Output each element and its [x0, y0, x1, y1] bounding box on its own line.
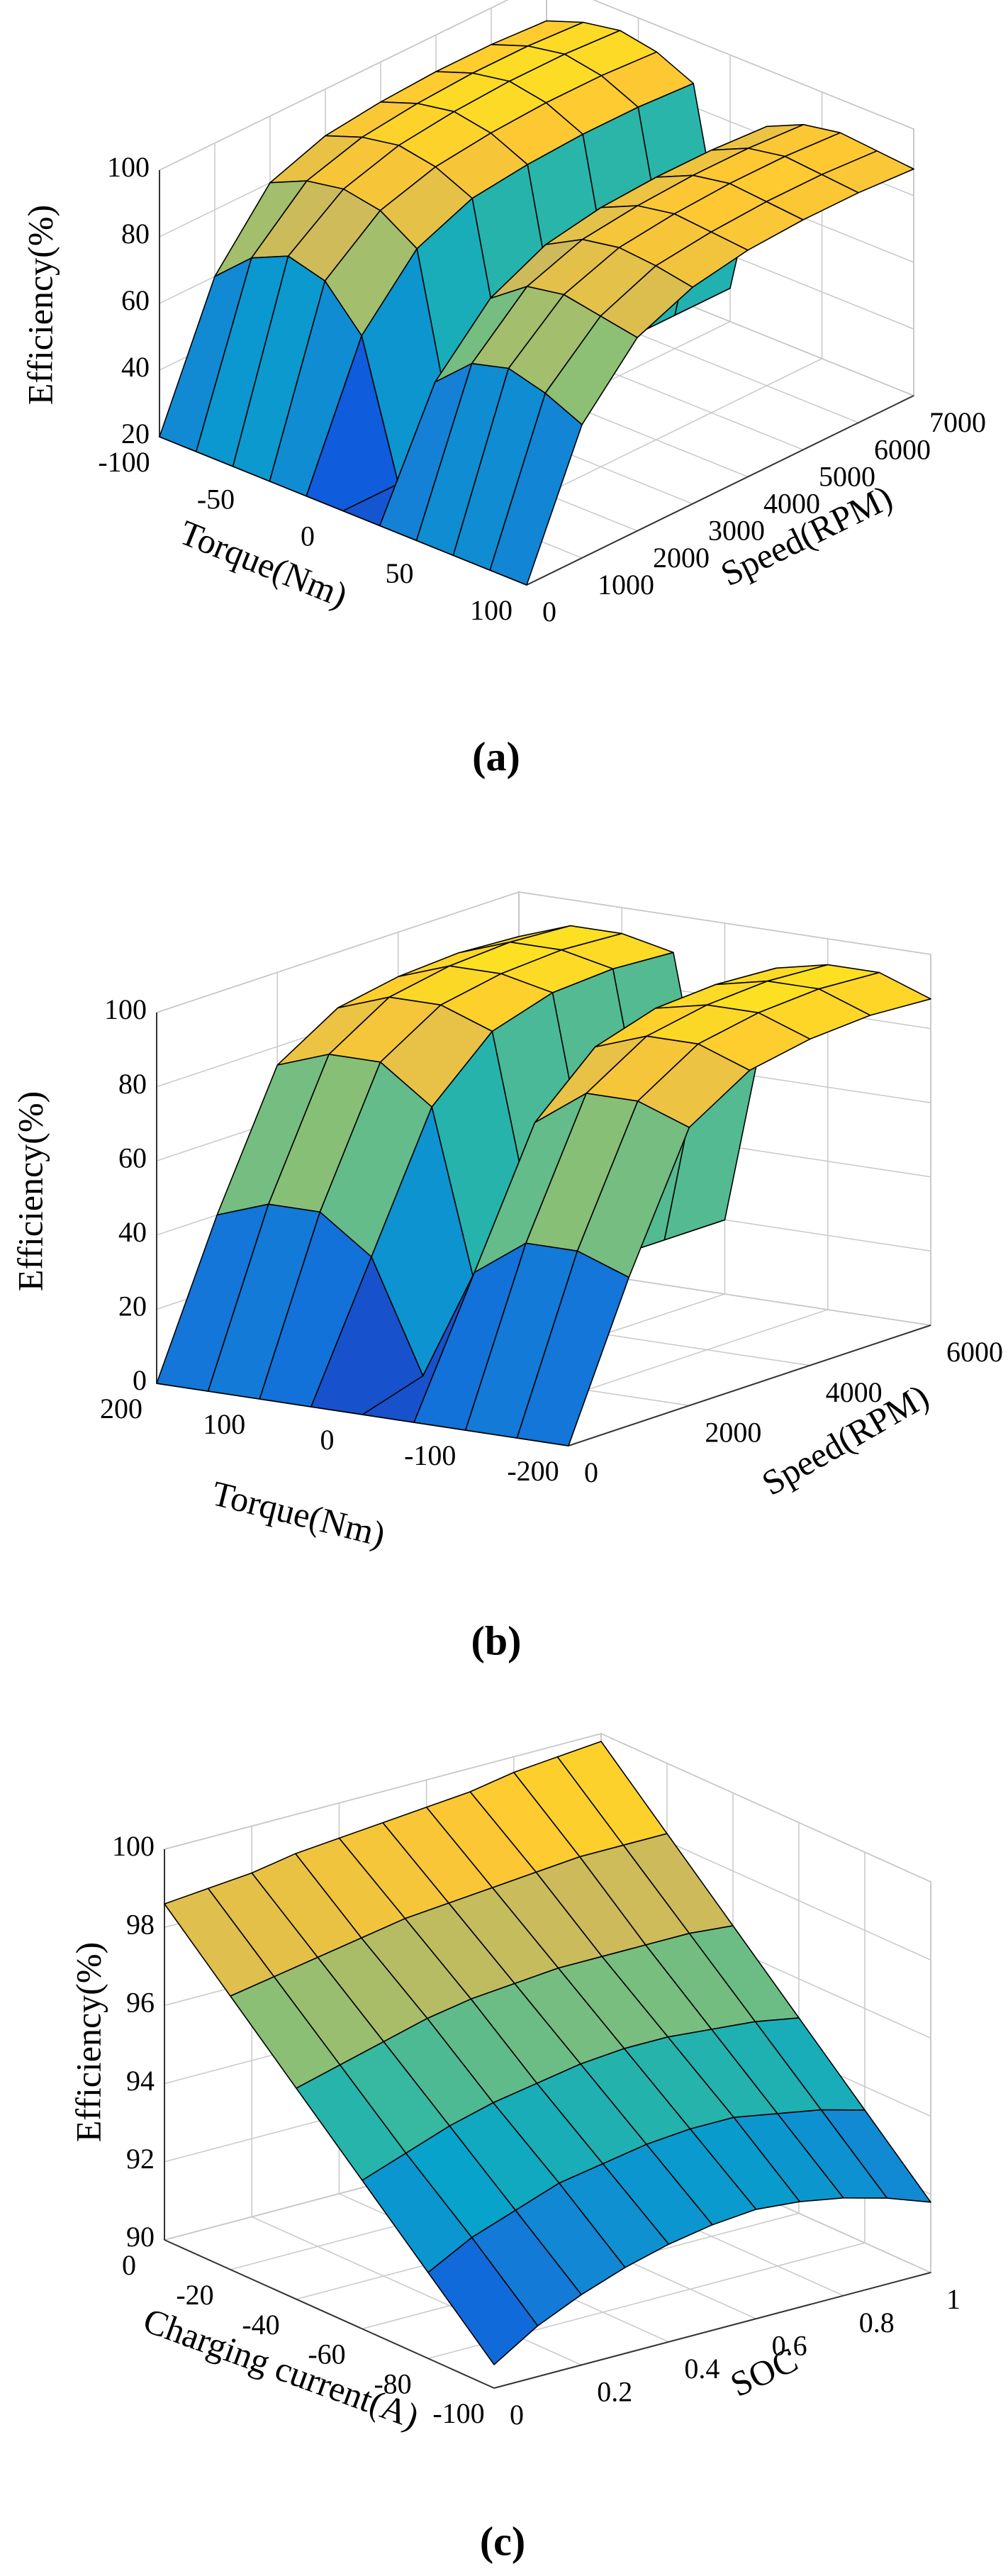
panel-caption: (a) — [472, 733, 520, 779]
surface-plot: -100 -80 -60 -40 -20 0 0 0.2 0.4 0.6 0.8 1 90 92 94 96 9… — [68, 1732, 961, 2564]
y-tick-label: 2000 — [653, 542, 710, 574]
x-tick-label: 0 — [301, 520, 315, 552]
x-tick-label: -60 — [308, 2338, 345, 2370]
z-grid-line — [156, 891, 931, 1013]
y-tick-label: 0 — [510, 2399, 524, 2431]
y-tick-label: 0.8 — [859, 2307, 895, 2338]
axis-line — [164, 2239, 495, 2389]
y-tick-label: 1 — [946, 2283, 961, 2315]
z-tick-label: 100 — [112, 1830, 155, 1862]
y-tick-label: 4000 — [763, 488, 820, 520]
y-tick-label: 2000 — [705, 1417, 761, 1449]
x-tick-label: -80 — [374, 2368, 411, 2399]
z-grid-line — [164, 1733, 931, 1883]
z-tick-label: 40 — [121, 351, 150, 383]
y-tick-label: 0.4 — [684, 2353, 719, 2385]
surface-patch — [489, 392, 583, 586]
x-tick-label: -40 — [242, 2309, 279, 2341]
z-tick-label: 96 — [126, 1987, 155, 2019]
y-tick-label: 3000 — [708, 515, 765, 547]
x-tick-label: 0 — [122, 2249, 136, 2281]
x-tick-label: 100 — [203, 1408, 245, 1440]
x-tick-label: -20 — [176, 2279, 213, 2311]
surface-patch — [427, 2236, 539, 2365]
z-tick-label: 20 — [118, 1290, 147, 1322]
z-tick-label: 40 — [118, 1216, 147, 1248]
axis-line — [526, 395, 914, 586]
panel-caption: (c) — [480, 2518, 525, 2564]
x-tick-label: -100 — [432, 2397, 484, 2429]
surface-plot: -200-10001002000200040006000020406080100… — [10, 891, 1003, 1663]
z-axis-label: Efficiency(%) — [20, 205, 60, 405]
z-tick-label: 80 — [118, 1068, 147, 1100]
x-tick-label: -100 — [98, 446, 150, 478]
x-tick-label: -200 — [507, 1455, 559, 1487]
z-tick-label: 20 — [121, 418, 150, 450]
x-tick-label: 200 — [100, 1393, 142, 1424]
x-tick-label: -100 — [404, 1439, 456, 1471]
z-grid-line — [159, 0, 914, 171]
y-tick-label: 0.2 — [597, 2376, 632, 2408]
y-tick-label: 6000 — [874, 433, 931, 465]
x-axis-label: Torque(Nm) — [174, 512, 353, 615]
z-tick-label: 98 — [126, 1908, 155, 1940]
surface-patch — [516, 1250, 630, 1446]
axis-line — [493, 2272, 931, 2389]
z-tick-label: 100 — [104, 993, 147, 1025]
y-tick-label: 0 — [542, 596, 556, 628]
y-tick-label: 0.6 — [772, 2329, 807, 2361]
x-tick-label: 100 — [470, 594, 513, 626]
z-tick-label: 92 — [126, 2143, 155, 2175]
x-tick-label: -50 — [197, 483, 235, 515]
z-tick-label: 0 — [133, 1364, 147, 1396]
z-axis-label: Efficiency(%) — [10, 1091, 50, 1291]
x-axis-label: Torque(Nm) — [208, 1473, 389, 1554]
x-tick-label: 50 — [386, 557, 414, 589]
y-tick-label: 5000 — [819, 460, 875, 492]
z-tick-label: 90 — [126, 2221, 155, 2253]
axis-line — [568, 1325, 931, 1446]
z-axis-label: Efficiency(%) — [68, 1942, 108, 2142]
z-tick-label: 60 — [118, 1142, 147, 1173]
y-tick-label: 1000 — [598, 569, 654, 601]
y-tick-label: 7000 — [929, 406, 986, 438]
y-tick-label: 4000 — [826, 1376, 883, 1408]
panel-caption: (b) — [471, 1617, 522, 1663]
y-tick-label: 6000 — [946, 1336, 1003, 1368]
z-tick-label: 80 — [121, 218, 150, 250]
z-tick-label: 94 — [126, 2065, 155, 2097]
y-tick-label: 0 — [584, 1456, 598, 1488]
z-tick-label: 100 — [107, 151, 150, 183]
z-tick-label: 60 — [121, 284, 150, 316]
x-tick-label: 0 — [320, 1424, 335, 1456]
